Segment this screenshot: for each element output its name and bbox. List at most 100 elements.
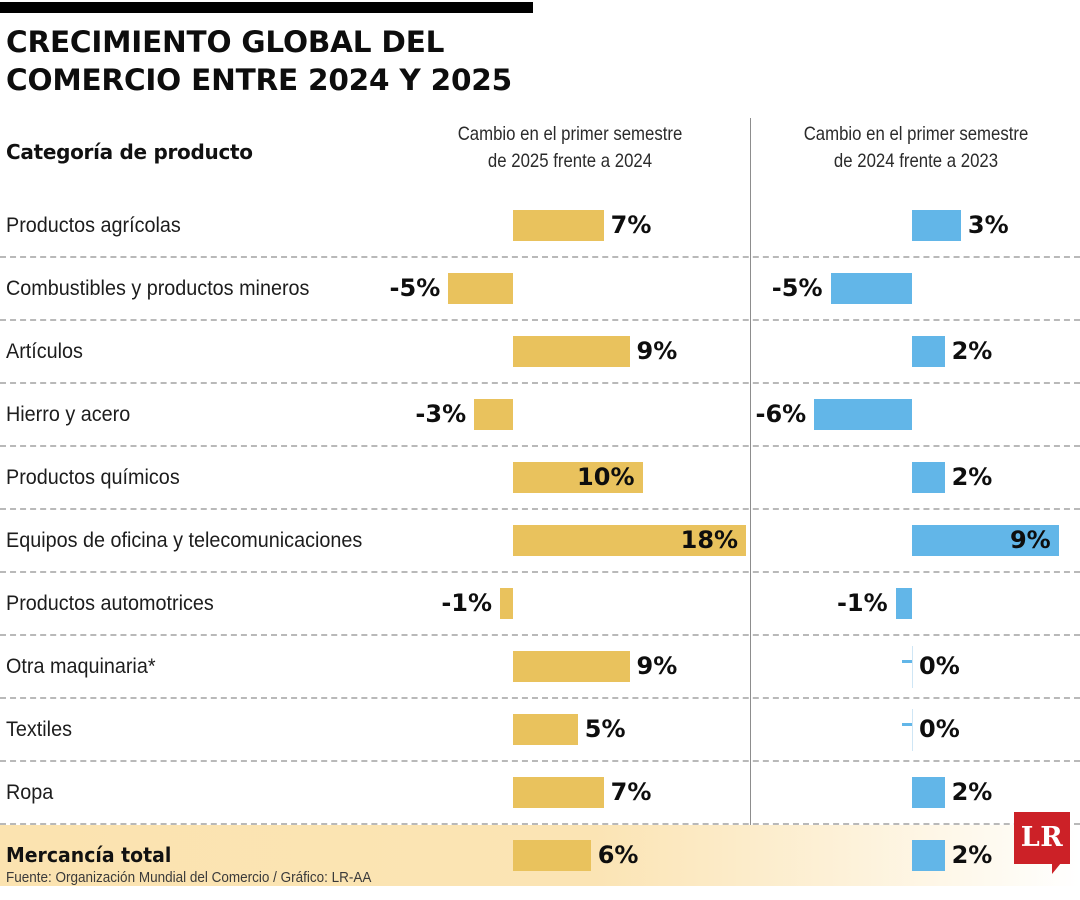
bar-2025-vs-2024[interactable] <box>474 399 513 430</box>
zero-tick <box>902 723 912 726</box>
bar-value-2024-vs-2023: 2% <box>951 841 993 869</box>
chart-rows: Productos agrícolas 7% 3% Combustibles y pr… <box>0 195 1080 886</box>
bar-2025-vs-2024[interactable] <box>513 840 591 871</box>
bar-track-2025-vs-2024: 7% <box>0 195 750 256</box>
table-row: Artículos 9% 2% <box>0 319 1080 382</box>
bar-value-2025-vs-2024: -1% <box>441 589 493 617</box>
table-row-total: Mercancía total 6% 2% <box>0 823 1080 886</box>
column-divider <box>750 118 751 860</box>
bar-value-2025-vs-2024: 9% <box>636 652 678 680</box>
bar-value-2025-vs-2024: 10% <box>577 463 635 491</box>
logo-tail <box>1052 863 1061 874</box>
bar-value-2024-vs-2023: 2% <box>951 463 993 491</box>
bar-2024-vs-2023[interactable] <box>912 336 945 367</box>
bar-2024-vs-2023[interactable] <box>912 210 961 241</box>
row-label: Textiles <box>6 717 72 741</box>
bar-2025-vs-2024[interactable] <box>513 336 630 367</box>
bar-track-2024-vs-2023: 2% <box>750 447 1080 508</box>
bar-2025-vs-2024[interactable] <box>513 777 604 808</box>
bar-2024-vs-2023[interactable] <box>830 273 912 304</box>
table-row: Productos químicos 10% 2% <box>0 445 1080 508</box>
bar-value-2025-vs-2024: 6% <box>597 841 639 869</box>
bar-track-2024-vs-2023: -1% <box>750 573 1080 634</box>
bar-2024-vs-2023[interactable] <box>912 840 945 871</box>
bar-track-2024-vs-2023: 3% <box>750 195 1080 256</box>
bar-value-2024-vs-2023: -6% <box>755 400 807 428</box>
bar-value-2024-vs-2023: 0% <box>919 652 960 680</box>
bar-2025-vs-2024[interactable] <box>500 588 513 619</box>
bar-value-2024-vs-2023: -5% <box>771 274 823 302</box>
bar-2025-vs-2024[interactable] <box>513 714 578 745</box>
bar-value-2025-vs-2024: 9% <box>636 337 678 365</box>
top-rule <box>0 2 533 13</box>
bar-value-2024-vs-2023: -1% <box>836 589 888 617</box>
row-label: Equipos de oficina y telecomunicaciones <box>6 528 363 552</box>
table-row: Ropa 7% 2% <box>0 760 1080 823</box>
bar-value-2024-vs-2023: 2% <box>951 337 993 365</box>
bar-2024-vs-2023[interactable] <box>895 588 912 619</box>
table-header: Categoría de producto Cambio en el prime… <box>0 118 1080 190</box>
bar-track-2025-vs-2024: 10% <box>0 447 750 508</box>
lr-logo: LR <box>1014 812 1070 874</box>
row-label: Hierro y acero <box>6 402 131 426</box>
row-label: Combustibles y productos mineros <box>6 276 310 300</box>
table-row: Hierro y acero -3% -6% <box>0 382 1080 445</box>
column-header-2024-vs-2023: Cambio en el primer semestre de 2024 fre… <box>803 123 1029 172</box>
bar-track-2025-vs-2024: -1% <box>0 573 750 634</box>
table-row: Productos automotrices -1% -1% <box>0 571 1080 634</box>
bar-value-2024-vs-2023: 0% <box>919 715 960 743</box>
logo-box <box>1014 812 1070 864</box>
row-label: Productos agrícolas <box>6 213 181 237</box>
zero-line <box>912 709 913 751</box>
bar-track-2024-vs-2023: -6% <box>750 384 1080 445</box>
row-label: Otra maquinaria* <box>6 654 156 678</box>
bar-2024-vs-2023[interactable] <box>912 777 945 808</box>
row-label: Productos químicos <box>6 465 180 489</box>
column-header-2025-vs-2024: Cambio en el primer semestre de 2025 fre… <box>457 123 683 172</box>
bar-track-2024-vs-2023: 2% <box>750 825 1080 886</box>
row-label: Artículos <box>6 339 83 363</box>
table-row: Equipos de oficina y telecomunicaciones 1… <box>0 508 1080 571</box>
bar-track-2024-vs-2023: 2% <box>750 762 1080 823</box>
row-label: Mercancía total <box>6 843 172 867</box>
bar-track-2024-vs-2023: 2% <box>750 321 1080 382</box>
table-row: Textiles 5% 0% <box>0 697 1080 760</box>
bar-2025-vs-2024[interactable] <box>513 651 630 682</box>
bar-value-2024-vs-2023: 9% <box>1009 526 1051 554</box>
bar-value-2025-vs-2024: 5% <box>584 715 626 743</box>
row-label: Productos automotrices <box>6 591 214 615</box>
bar-track-2025-vs-2024: 5% <box>0 699 750 760</box>
zero-line <box>912 646 913 688</box>
page-title: CRECIMIENTO GLOBAL DEL COMERCIO ENTRE 20… <box>6 25 512 97</box>
bar-value-2025-vs-2024: 7% <box>610 778 652 806</box>
source-note: Fuente: Organización Mundial del Comerci… <box>6 869 372 886</box>
bar-2025-vs-2024[interactable] <box>448 273 513 304</box>
bar-track-2025-vs-2024: 6% <box>0 825 750 886</box>
bar-2025-vs-2024[interactable] <box>513 525 747 556</box>
bar-value-2025-vs-2024: 18% <box>680 526 739 554</box>
table-row: Combustibles y productos mineros -5% -5% <box>0 256 1080 319</box>
row-label: Ropa <box>6 780 54 804</box>
bar-2025-vs-2024[interactable] <box>513 462 643 493</box>
bar-track-2024-vs-2023: -5% <box>750 258 1080 319</box>
bar-2024-vs-2023[interactable] <box>912 462 945 493</box>
logo-text: LR <box>1020 822 1064 853</box>
bar-track-2025-vs-2024: 7% <box>0 762 750 823</box>
table-row: Productos agrícolas 7% 3% <box>0 195 1080 256</box>
bar-2024-vs-2023[interactable] <box>912 525 1059 556</box>
bar-track-2024-vs-2023: 0% <box>750 636 1080 697</box>
zero-tick <box>902 660 912 663</box>
bar-value-2025-vs-2024: -5% <box>389 274 441 302</box>
bar-track-2025-vs-2024: -5% <box>0 258 750 319</box>
bar-track-2025-vs-2024: 9% <box>0 321 750 382</box>
bar-track-2024-vs-2023: 0% <box>750 699 1080 760</box>
table-row: Otra maquinaria* 9% 0% <box>0 634 1080 697</box>
bar-value-2025-vs-2024: 7% <box>610 211 652 239</box>
column-header-category: Categoría de producto <box>6 140 253 164</box>
bar-value-2024-vs-2023: 2% <box>951 778 993 806</box>
bar-track-2025-vs-2024: -3% <box>0 384 750 445</box>
bar-track-2025-vs-2024: 18% <box>0 510 750 571</box>
bar-track-2025-vs-2024: 9% <box>0 636 750 697</box>
bar-2024-vs-2023[interactable] <box>814 399 912 430</box>
bar-2025-vs-2024[interactable] <box>513 210 604 241</box>
